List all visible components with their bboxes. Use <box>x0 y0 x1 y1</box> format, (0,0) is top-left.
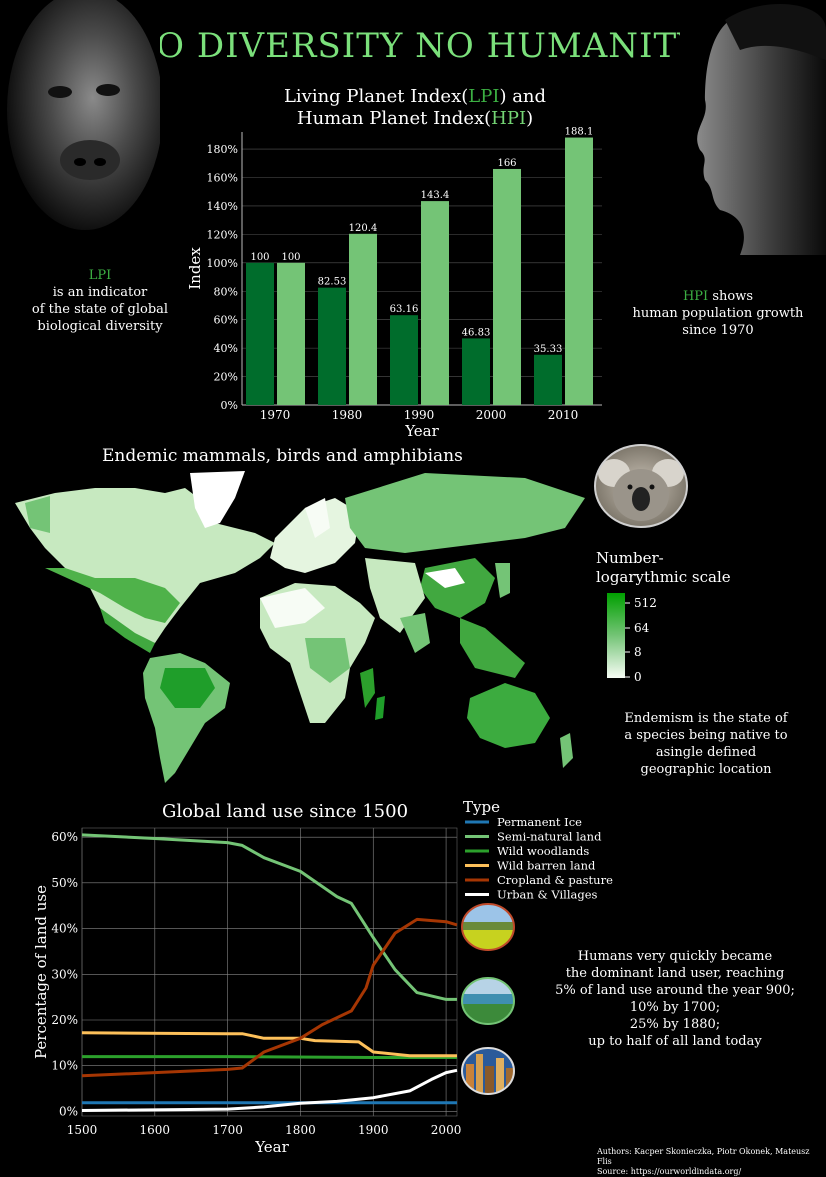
series-line-wild-barren-land <box>81 1031 457 1058</box>
x-tick-label: 1980 <box>332 408 363 422</box>
bar-value-label: 82.53 <box>318 277 347 288</box>
series-line-urban-villages <box>81 1068 458 1112</box>
hpi-note: HPI shows human population growth since … <box>632 289 804 338</box>
y-tick-label: 40% <box>51 922 78 936</box>
bar-hpi <box>493 168 521 405</box>
x-tick-label: 2000 <box>476 408 507 422</box>
bar-lpi <box>318 287 346 405</box>
scale-tick-0: 0 <box>634 670 642 683</box>
series-line-wild-woodlands <box>82 1055 457 1059</box>
bar-hpi <box>349 233 377 405</box>
y-tick-label: 30% <box>51 967 78 981</box>
x-tick-label: 1970 <box>260 408 291 422</box>
y-tick-label: 60% <box>214 314 238 327</box>
y-tick-label: 20% <box>214 371 238 384</box>
bar-lpi <box>462 338 490 405</box>
x-tick-label: 1800 <box>285 1123 316 1137</box>
bar-value-label: 143.4 <box>421 190 450 201</box>
x-axis-label: Year <box>254 1138 289 1156</box>
map-legend-title: Number- logarythmic scale <box>596 549 731 586</box>
x-tick-label: 2010 <box>548 408 579 422</box>
lpi-note: LPI is an indicator of the state of glob… <box>31 268 169 334</box>
y-tick-label: 0% <box>221 399 238 412</box>
y-tick-label: 0% <box>59 1104 78 1118</box>
bar-value-label: 188.1 <box>565 127 594 138</box>
scale-tick-512: 512 <box>634 596 657 610</box>
map-russia <box>345 473 585 553</box>
series-line-cropland-pasture <box>81 917 458 1078</box>
map-greenland <box>190 471 245 528</box>
line-chart: Global land use since 1500 1500 1600 1700 18… <box>32 798 613 1156</box>
gorilla-photo <box>0 0 160 235</box>
legend-label: Cropland & pasture <box>497 873 613 887</box>
urban-photo <box>461 1047 515 1095</box>
y-tick-label: 100% <box>207 257 238 270</box>
bar-hpi <box>565 137 593 405</box>
human-photo <box>680 0 826 255</box>
x-axis-label: Year <box>404 422 439 440</box>
bar-value-label: 100 <box>250 252 269 263</box>
seminatural-photo <box>461 977 515 1025</box>
bar-lpi <box>246 262 274 405</box>
bar-chart: 0% 20% 40% 60% 80% 100% 120% 140% 160% 180% 100 100… <box>186 127 602 440</box>
y-tick-label: 10% <box>51 1059 78 1073</box>
line-chart-title: Global land use since 1500 <box>162 801 408 822</box>
bar-value-label: 166 <box>497 158 516 169</box>
x-tick-label: 1900 <box>358 1123 389 1137</box>
series-line-semi-natural-land <box>81 833 457 1001</box>
scale-tick-64: 64 <box>634 621 650 635</box>
scale-tick-8: 8 <box>634 645 642 659</box>
bar-chart-title: Living Planet Index(LPI) and Human Plane… <box>283 86 547 129</box>
map-north-america <box>15 488 275 643</box>
bar-value-label: 35.33 <box>534 344 563 355</box>
x-tick-label: 2000 <box>431 1123 462 1137</box>
bar-hpi <box>277 262 305 405</box>
y-axis-label: Index <box>186 247 204 290</box>
legend-title: Type <box>463 798 500 816</box>
y-tick-label: 180% <box>207 143 238 156</box>
y-tick-label: 120% <box>207 228 238 241</box>
bar-lpi <box>390 315 418 405</box>
koala-photo <box>594 444 688 528</box>
hpi-title-label: HPI <box>491 108 527 129</box>
bar-value-label: 63.16 <box>390 304 419 315</box>
y-tick-label: 50% <box>51 876 78 890</box>
y-axis-label: Percentage of land use <box>32 885 50 1059</box>
bar-value-label: 100 <box>281 252 300 263</box>
bar-value-label: 120.4 <box>349 223 378 234</box>
bar-value-label: 46.83 <box>462 327 491 338</box>
x-tick-label: 1600 <box>140 1123 171 1137</box>
y-tick-label: 160% <box>207 172 238 185</box>
lpi-title-label: LPI <box>468 86 500 107</box>
y-tick-label: 80% <box>214 285 238 298</box>
legend-label: Wild woodlands <box>497 844 589 858</box>
authors-text: Authors: Kacper Skonieczka, Piotr Okonek… <box>597 1147 810 1166</box>
map-title: Endemic mammals, birds and amphibians <box>102 446 463 466</box>
legend-label: Wild barren land <box>497 859 596 873</box>
y-tick-label: 140% <box>207 200 238 213</box>
map-australia <box>467 683 550 748</box>
x-tick-label: 1990 <box>404 408 435 422</box>
legend-label: Urban & Villages <box>497 888 598 902</box>
credits: Authors: Kacper Skonieczka, Piotr Okonek… <box>597 1147 826 1177</box>
legend-label: Semi-natural land <box>497 830 602 844</box>
bar-hpi <box>421 201 449 405</box>
map-color-scale: 512 64 8 0 <box>607 593 657 683</box>
cropland-photo <box>461 903 515 951</box>
bar-lpi <box>534 354 562 405</box>
plot-frame <box>81 827 458 1117</box>
page-title: NO DIVERSITY NO HUMANITY <box>125 26 701 66</box>
land-use-note: Humans very quickly became the dominant … <box>555 949 795 1049</box>
x-tick-label: 1700 <box>212 1123 243 1137</box>
x-tick-label: 1500 <box>67 1123 98 1137</box>
world-map <box>15 471 585 783</box>
legend-label: Permanent Ice <box>497 815 582 829</box>
y-tick-label: 60% <box>51 830 78 844</box>
y-tick-label: 20% <box>51 1013 78 1027</box>
endemism-note: Endemism is the state of a species being… <box>624 711 788 777</box>
y-tick-label: 40% <box>214 342 238 355</box>
